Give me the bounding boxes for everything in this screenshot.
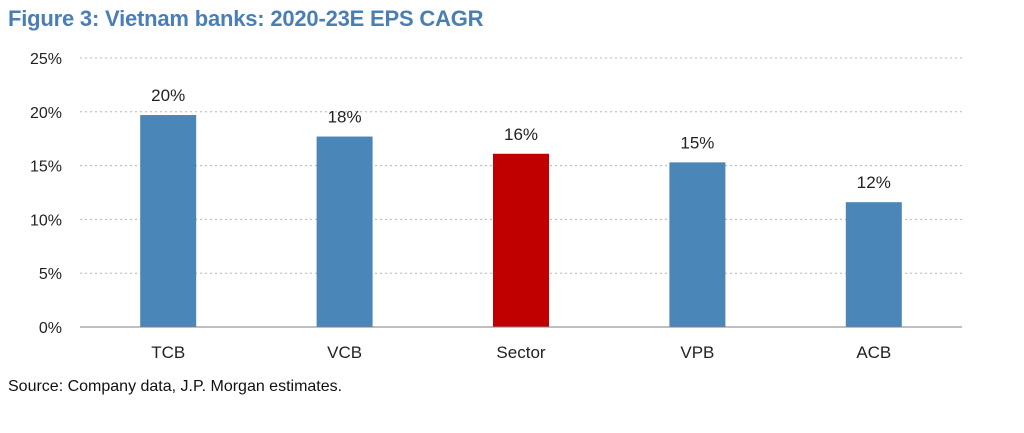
bars [140, 115, 902, 327]
bar-vcb [316, 136, 373, 327]
source-note: Source: Company data, J.P. Morgan estima… [8, 378, 343, 395]
x-axis: TCB VCB Sector VPB ACB [80, 326, 962, 362]
y-tick-label: 10% [30, 212, 62, 229]
bar-tcb [140, 115, 197, 327]
y-tick-label: 25% [30, 51, 62, 68]
data-label-vpb: 15% [680, 133, 714, 152]
x-tick-label-vcb: VCB [327, 343, 362, 362]
x-tick-label-tcb: TCB [151, 343, 185, 362]
data-label-acb: 12% [857, 173, 891, 192]
chart-title: Figure 3: Vietnam banks: 2020-23E EPS CA… [8, 6, 484, 31]
bar-vpb [669, 162, 726, 327]
x-tick-label-sector: Sector [496, 343, 545, 362]
y-axis: 0% 5% 10% 15% 20% 25% [30, 51, 62, 337]
y-tick-label: 5% [39, 266, 62, 283]
data-label-tcb: 20% [151, 86, 185, 105]
data-label-vcb: 18% [328, 108, 362, 127]
data-labels: 20% 18% 16% 15% 12% [151, 86, 891, 192]
y-tick-label: 20% [30, 105, 62, 122]
y-tick-label: 0% [39, 320, 62, 337]
y-tick-label: 15% [30, 159, 62, 176]
data-label-sector: 16% [504, 125, 538, 144]
bar-acb [845, 202, 902, 327]
x-tick-label-vpb: VPB [680, 343, 714, 362]
x-tick-label-acb: ACB [856, 343, 891, 362]
bar-sector [493, 153, 549, 327]
